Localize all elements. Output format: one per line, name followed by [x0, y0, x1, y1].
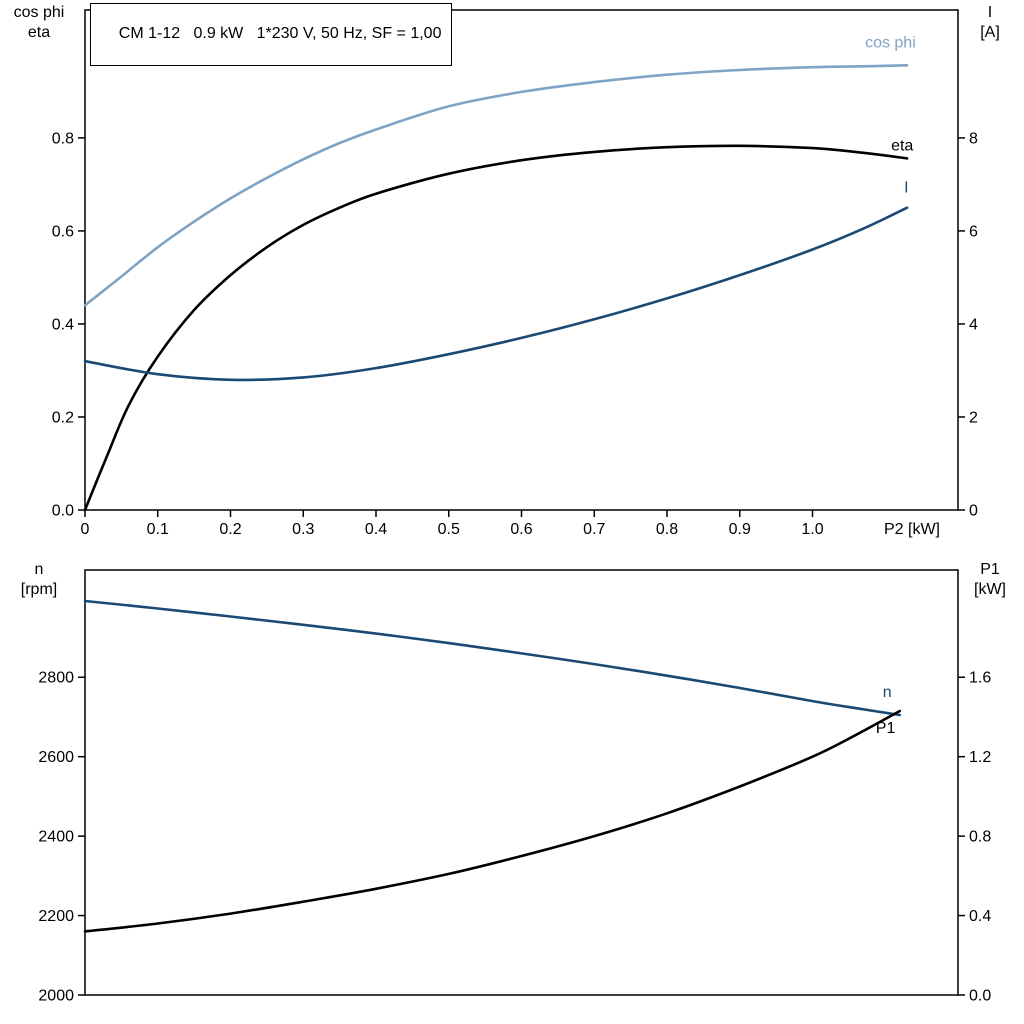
bottom-right-tick-label: 1.6	[969, 670, 991, 687]
top-x-tick-label: 0.8	[656, 521, 678, 538]
top-left-tick-label: 0.4	[52, 316, 74, 333]
curve-cos-phi	[83, 64, 909, 307]
curve-eta	[83, 144, 909, 512]
top-x-tick-label: 0.6	[510, 521, 532, 538]
top-x-tick-label: 0.9	[729, 521, 751, 538]
top-x-tick-label: 0.5	[438, 521, 460, 538]
curve-label-cos-phi: cos phi	[865, 34, 916, 51]
top-right-axis-label: I [A]	[962, 3, 1018, 43]
chart-title-box: CM 1-12 0.9 kW 1*230 V, 50 Hz, SF = 1,00	[90, 3, 453, 66]
top-left-axis-label: cos phi eta	[6, 3, 72, 43]
chart-title-text: CM 1-12 0.9 kW 1*230 V, 50 Hz, SF = 1,00	[118, 25, 442, 42]
top-x-tick-label: 0.4	[365, 521, 387, 538]
curve-label-eta: eta	[891, 137, 913, 154]
bottom-right-axis-label: P1 [kW]	[960, 560, 1020, 600]
curve-label-n: n	[883, 684, 892, 701]
x-axis-title: P2 [kW]	[884, 521, 940, 538]
curve-p1	[83, 709, 902, 933]
bottom-left-tick-label: 2800	[38, 670, 74, 687]
curve-label-i: I	[904, 180, 908, 197]
top-left-tick-label: 0.2	[52, 409, 74, 426]
bottom-left-tick-label: 2000	[38, 988, 74, 1005]
top-right-tick-label: 6	[969, 223, 978, 240]
top-x-tick-label: 0.2	[219, 521, 241, 538]
top-plot-frame	[84, 9, 959, 511]
curve-label-p1: P1	[876, 720, 896, 737]
top-x-tick-label: 0	[81, 521, 90, 538]
bottom-right-tick-label: 0.8	[969, 829, 991, 846]
curve-i	[83, 206, 909, 382]
top-x-tick-label: 0.1	[147, 521, 169, 538]
bottom-plot-frame	[84, 569, 959, 996]
top-right-tick-label: 2	[969, 409, 978, 426]
axis-label-current: I	[987, 4, 993, 21]
axis-label-cos-phi: cos phi	[13, 4, 65, 21]
bottom-right-tick-label: 0.0	[969, 988, 991, 1005]
top-x-tick-label: 0.3	[292, 521, 314, 538]
axis-label-p1: P1	[980, 561, 1000, 578]
axis-label-eta: eta	[27, 24, 51, 41]
top-right-tick-label: 0	[969, 503, 978, 520]
top-x-tick-label: 1.0	[801, 521, 823, 538]
top-chart: 0.0 0.2 0.4 0.6 0.8 0 2 4 6 8 0 0.1 0.2 0.3 0.4 0.5 0.6 0…	[52, 9, 978, 538]
axis-label-speed: n	[34, 561, 44, 578]
bottom-left-tick-label: 2400	[38, 829, 74, 846]
top-right-tick-label: 8	[969, 130, 978, 147]
axis-label-speed-unit: [rpm]	[20, 581, 58, 598]
curve-n	[83, 599, 902, 717]
bottom-left-tick-label: 2200	[38, 908, 74, 925]
bottom-chart: 2000 2200 2400 2600 2800 0.0 0.4 0.8 1.2 1.6 n P1	[38, 569, 991, 1005]
top-left-tick-label: 0.8	[52, 130, 74, 147]
bottom-left-tick-label: 2600	[38, 749, 74, 766]
axis-label-p1-unit: [kW]	[974, 581, 1006, 598]
bottom-right-tick-label: 1.2	[969, 749, 991, 766]
top-left-tick-label: 0.6	[52, 223, 74, 240]
bottom-right-tick-label: 0.4	[969, 908, 991, 925]
axis-label-current-unit: [A]	[980, 24, 1000, 41]
top-left-tick-label: 0.0	[52, 503, 74, 520]
top-right-tick-label: 4	[969, 316, 978, 333]
top-x-tick-label: 0.7	[583, 521, 605, 538]
bottom-left-axis-label: n [rpm]	[2, 560, 76, 600]
